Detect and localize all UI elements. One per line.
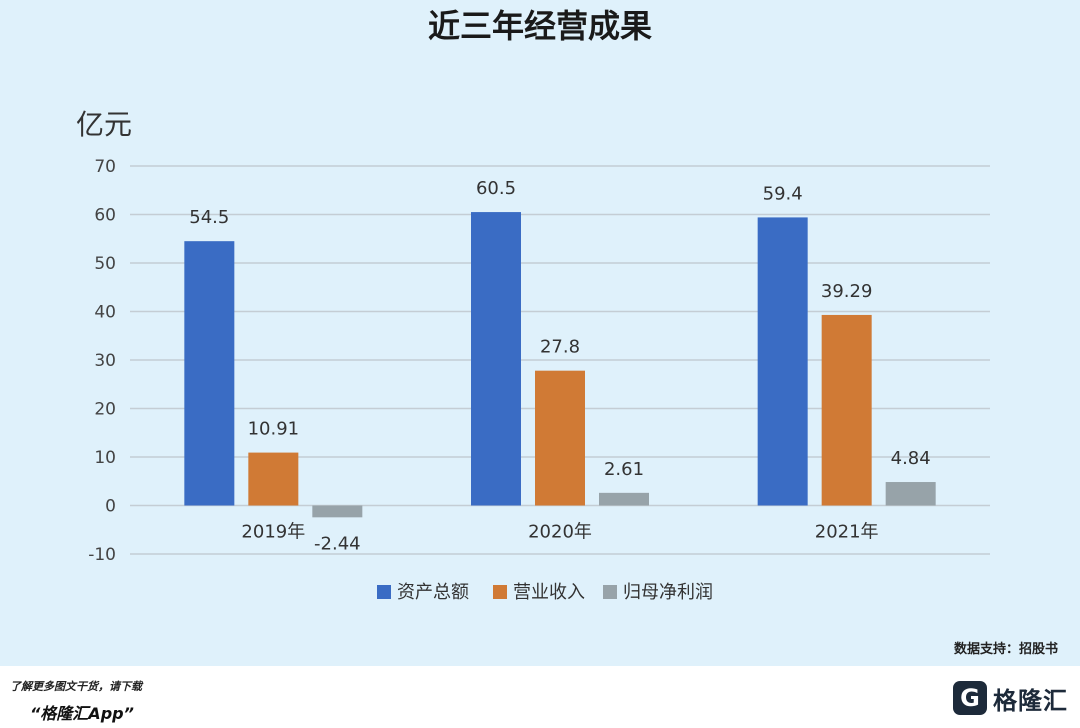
brand-logo: G 格隆汇	[953, 676, 1068, 720]
legend-swatch	[493, 585, 507, 599]
bars	[184, 212, 936, 518]
bar-营业收入-2019年	[248, 452, 299, 506]
x-category-label: 2020年	[528, 522, 592, 543]
y-tick-label: 0	[105, 497, 116, 517]
bar-归母净利润-2020年	[599, 492, 649, 506]
y-tick-label: 30	[94, 351, 116, 371]
y-tick-label: 70	[94, 157, 116, 177]
bar-资产总额-2021年	[757, 217, 808, 506]
bar-营业收入-2021年	[821, 314, 872, 506]
y-tick-label: -10	[88, 545, 116, 565]
bar-chart: 近三年经营成果 亿元 -10 0 10 20 30 40 50 60 70 54.5 10.91 -…	[76, 7, 990, 603]
data-label: 2.61	[604, 459, 644, 480]
brand-logo-icon: G	[953, 681, 987, 715]
x-category-label: 2021年	[815, 522, 879, 543]
y-tick-label: 40	[94, 303, 116, 323]
chart-title: 近三年经营成果	[428, 7, 652, 45]
data-label: 10.91	[248, 419, 300, 440]
y-tick-label: 50	[94, 254, 116, 274]
data-label: 27.8	[540, 337, 580, 358]
legend-label: 归母净利润	[623, 582, 713, 603]
x-axis-categories: 2019年 2020年 2021年	[241, 522, 878, 543]
brand-logo-name: 格隆汇	[993, 686, 1068, 715]
data-label: -2.44	[314, 533, 361, 554]
data-label: 39.29	[821, 281, 873, 302]
legend-label: 资产总额	[397, 582, 469, 603]
data-label: 60.5	[476, 178, 516, 199]
y-tick-label: 60	[94, 206, 116, 226]
bar-归母净利润-2019年	[312, 505, 363, 518]
bar-资产总额-2020年	[471, 212, 521, 506]
legend-swatch	[377, 585, 391, 599]
y-tick-label: 10	[94, 448, 116, 468]
data-label: 54.5	[189, 207, 229, 228]
footer-banner: 了解更多图文干货，请下载 “格隆汇App” G 格隆汇	[0, 666, 1080, 728]
data-label: 59.4	[763, 183, 803, 204]
bar-归母净利润-2021年	[885, 482, 936, 506]
footer-app-name[interactable]: “格隆汇App”	[30, 704, 134, 723]
footer-download-note: 了解更多图文干货，请下载	[10, 680, 142, 693]
bar-资产总额-2019年	[184, 241, 235, 506]
legend-label: 营业收入	[513, 582, 585, 603]
data-label: 4.84	[891, 448, 931, 469]
data-source-note: 数据支持：招股书	[953, 642, 1058, 657]
legend: 资产总额 营业收入 归母净利润	[377, 582, 713, 603]
y-axis-unit-label: 亿元	[76, 108, 132, 141]
y-axis-ticks: -10 0 10 20 30 40 50 60 70	[88, 157, 116, 565]
legend-swatch	[603, 585, 617, 599]
x-category-label: 2019年	[241, 522, 305, 543]
data-labels: 54.5 10.91 -2.44 60.5 27.8 2.61 59.4 39.29 4.84	[189, 178, 930, 554]
y-tick-label: 20	[94, 400, 116, 420]
bar-营业收入-2020年	[535, 370, 585, 506]
